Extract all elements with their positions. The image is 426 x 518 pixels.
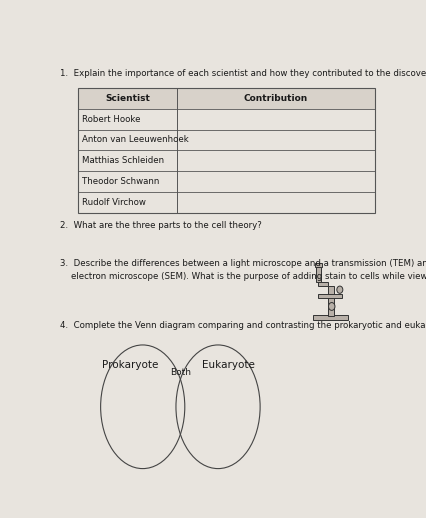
Circle shape <box>337 286 343 293</box>
Text: 1.  Explain the importance of each scientist and how they contributed to the dis: 1. Explain the importance of each scient… <box>60 69 426 78</box>
Text: 4.  Complete the Venn diagram comparing and contrasting the prokaryotic and euka: 4. Complete the Venn diagram comparing a… <box>60 321 426 330</box>
Text: Eukaryote: Eukaryote <box>202 359 255 370</box>
Bar <box>315 264 322 267</box>
Bar <box>318 294 342 298</box>
Bar <box>328 286 334 315</box>
Text: Anton van Leeuwenhoek: Anton van Leeuwenhoek <box>82 135 189 145</box>
Text: Both: Both <box>170 368 191 377</box>
Text: Matthias Schleiden: Matthias Schleiden <box>82 156 164 165</box>
Text: Contribution: Contribution <box>244 94 308 103</box>
Circle shape <box>328 303 335 310</box>
Bar <box>78 88 375 109</box>
Text: Prokaryote: Prokaryote <box>102 359 158 370</box>
Text: 2.  What are the three parts to the cell theory?: 2. What are the three parts to the cell … <box>60 221 262 231</box>
Text: Rudolf Virchow: Rudolf Virchow <box>82 198 146 207</box>
Text: electron microscope (SEM). What is the purpose of adding stain to cells while vi: electron microscope (SEM). What is the p… <box>60 272 426 281</box>
Text: Theodor Schwann: Theodor Schwann <box>82 177 159 186</box>
Bar <box>318 282 328 286</box>
Bar <box>313 315 348 321</box>
Bar <box>316 267 321 282</box>
Text: Scientist: Scientist <box>105 94 150 103</box>
Bar <box>78 88 375 212</box>
Text: Robert Hooke: Robert Hooke <box>82 114 141 124</box>
Text: 3.  Describe the differences between a light microscope and a transmission (TEM): 3. Describe the differences between a li… <box>60 259 426 268</box>
